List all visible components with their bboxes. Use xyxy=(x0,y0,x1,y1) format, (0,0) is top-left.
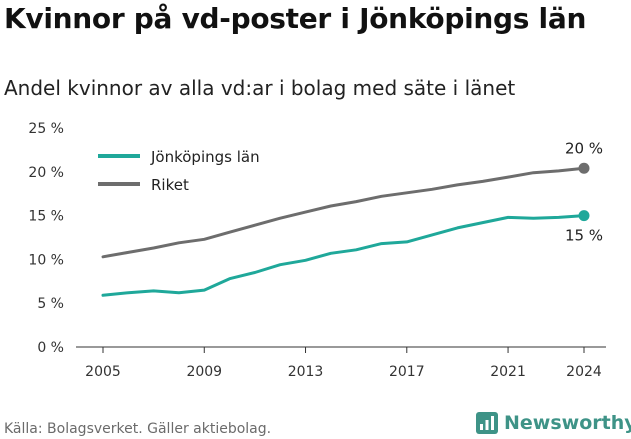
source-note: Källa: Bolagsverket. Gäller aktiebolag. xyxy=(4,421,272,437)
x-tick-label: 2005 xyxy=(85,364,121,380)
x-tick-label: 2024 xyxy=(566,364,602,380)
series-end-marker xyxy=(578,162,590,174)
x-tick-label: 2021 xyxy=(490,364,526,380)
line-chart: 0 %5 %10 %15 %20 %25 % 2005 2009 2013 2017 2… xyxy=(28,121,606,380)
y-tick-label: 0 % xyxy=(37,340,64,356)
series-end-marker xyxy=(578,210,590,222)
x-tick-label: 2009 xyxy=(186,364,222,380)
legend-label: Riket xyxy=(151,176,189,194)
series-end-label: 15 % xyxy=(565,227,603,245)
y-tick-label: 20 % xyxy=(28,165,64,181)
legend: Jönköpings län Riket xyxy=(94,142,296,196)
newsworthy-logo-icon xyxy=(476,412,498,434)
y-tick-label: 25 % xyxy=(28,121,64,137)
newsworthy-brand: Newsworthy xyxy=(476,409,631,437)
series-end-label: 20 % xyxy=(565,139,603,157)
series-lines: 15 % 20 % xyxy=(101,139,603,297)
y-tick-label: 15 % xyxy=(28,209,64,225)
chart-subtitle: Andel kvinnor av alla vd:ar i bolag med … xyxy=(4,76,516,100)
legend-label: Jönköpings län xyxy=(150,148,260,166)
x-axis: 2005 2009 2013 2017 2021 2024 xyxy=(76,346,606,380)
chart-title: Kvinnor på vd-poster i Jönköpings län xyxy=(4,2,587,35)
x-tick-label: 2013 xyxy=(288,364,324,380)
brand-name: Newsworthy xyxy=(504,412,631,434)
y-tick-label: 5 % xyxy=(37,296,64,312)
y-axis: 0 % 5 % 10 % 15 % 20 % 25 % xyxy=(28,121,64,356)
series-line xyxy=(101,166,586,259)
x-tick-label: 2017 xyxy=(389,364,425,380)
y-tick-label: 10 % xyxy=(28,252,64,268)
series-line xyxy=(101,214,586,297)
